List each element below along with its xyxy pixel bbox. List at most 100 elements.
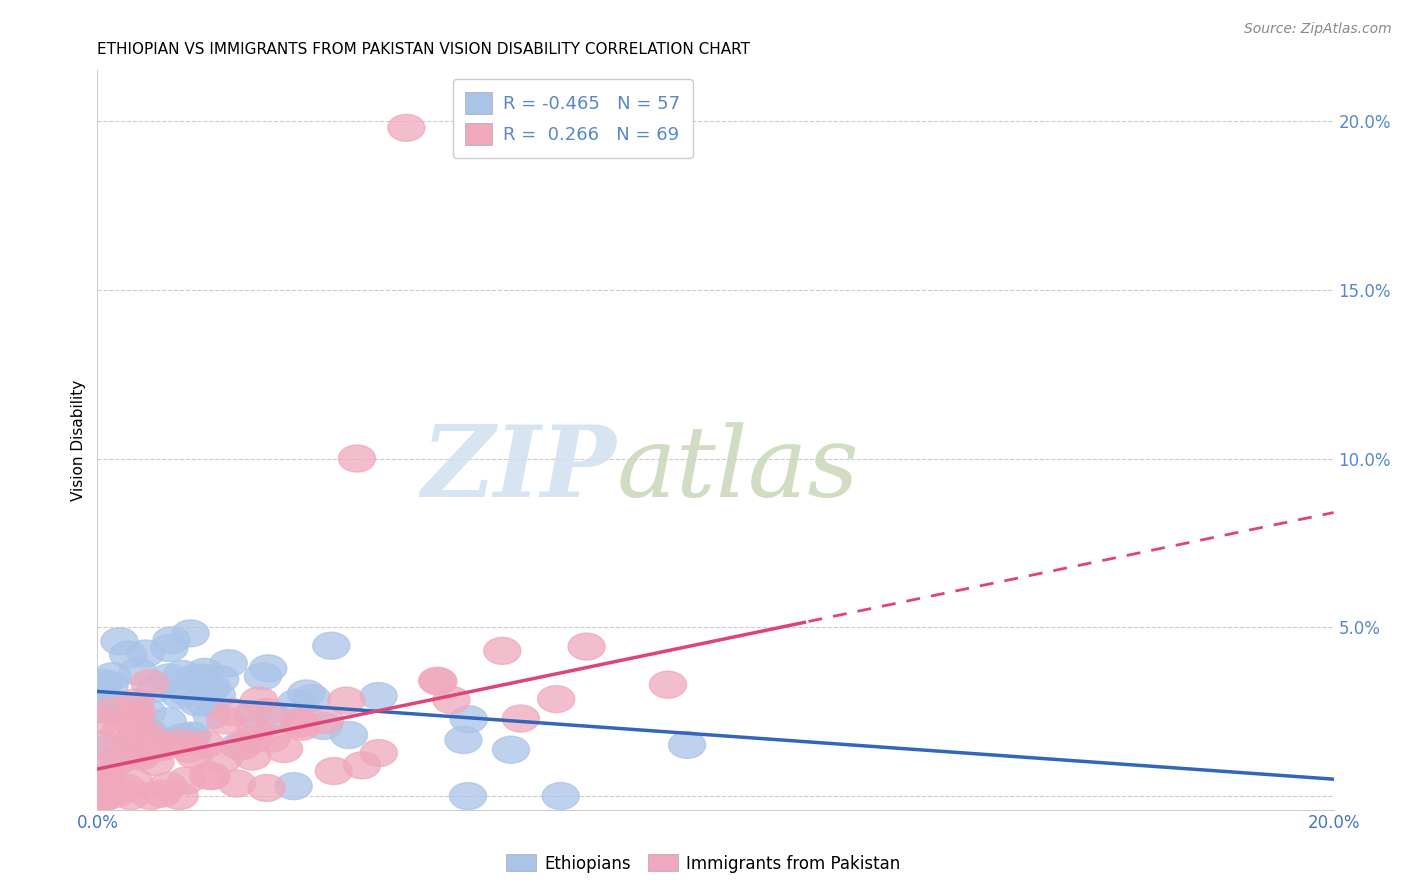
Ellipse shape: [315, 757, 353, 785]
Ellipse shape: [149, 708, 186, 735]
Ellipse shape: [236, 717, 273, 745]
Ellipse shape: [450, 706, 488, 732]
Ellipse shape: [247, 774, 285, 801]
Ellipse shape: [330, 722, 367, 748]
Ellipse shape: [240, 687, 277, 714]
Text: ETHIOPIAN VS IMMIGRANTS FROM PAKISTAN VISION DISABILITY CORRELATION CHART: ETHIOPIAN VS IMMIGRANTS FROM PAKISTAN VI…: [97, 42, 751, 57]
Ellipse shape: [108, 774, 145, 801]
Ellipse shape: [307, 706, 344, 733]
Ellipse shape: [245, 663, 281, 690]
Ellipse shape: [84, 731, 122, 757]
Ellipse shape: [93, 698, 129, 724]
Ellipse shape: [153, 627, 190, 654]
Ellipse shape: [207, 707, 243, 734]
Ellipse shape: [484, 638, 520, 665]
Ellipse shape: [253, 725, 290, 752]
Ellipse shape: [120, 658, 156, 685]
Ellipse shape: [165, 723, 202, 751]
Ellipse shape: [198, 681, 235, 708]
Ellipse shape: [160, 782, 198, 810]
Ellipse shape: [170, 735, 208, 763]
Ellipse shape: [492, 736, 530, 764]
Ellipse shape: [84, 782, 122, 810]
Ellipse shape: [235, 701, 271, 728]
Ellipse shape: [162, 725, 198, 752]
Ellipse shape: [127, 720, 165, 747]
Ellipse shape: [132, 782, 169, 810]
Ellipse shape: [117, 689, 155, 716]
Ellipse shape: [84, 770, 122, 797]
Ellipse shape: [174, 722, 211, 749]
Ellipse shape: [233, 726, 271, 754]
Ellipse shape: [167, 679, 205, 706]
Ellipse shape: [450, 782, 486, 810]
Ellipse shape: [233, 743, 271, 770]
Ellipse shape: [91, 672, 128, 698]
Ellipse shape: [328, 687, 366, 714]
Ellipse shape: [117, 717, 155, 744]
Legend: Ethiopians, Immigrants from Pakistan: Ethiopians, Immigrants from Pakistan: [499, 847, 907, 880]
Ellipse shape: [543, 782, 579, 810]
Ellipse shape: [90, 735, 128, 762]
Ellipse shape: [193, 702, 231, 729]
Ellipse shape: [89, 782, 127, 810]
Ellipse shape: [179, 689, 217, 716]
Ellipse shape: [94, 663, 131, 690]
Ellipse shape: [221, 732, 257, 760]
Ellipse shape: [163, 660, 201, 688]
Ellipse shape: [176, 665, 214, 691]
Ellipse shape: [87, 764, 124, 791]
Text: Source: ZipAtlas.com: Source: ZipAtlas.com: [1244, 22, 1392, 37]
Ellipse shape: [110, 641, 146, 668]
Ellipse shape: [537, 686, 575, 713]
Ellipse shape: [146, 730, 183, 756]
Ellipse shape: [136, 675, 174, 702]
Ellipse shape: [218, 770, 256, 797]
Ellipse shape: [127, 640, 165, 667]
Ellipse shape: [172, 620, 209, 647]
Ellipse shape: [167, 767, 205, 794]
Ellipse shape: [249, 698, 285, 725]
Ellipse shape: [162, 729, 200, 756]
Ellipse shape: [280, 708, 318, 735]
Ellipse shape: [339, 445, 375, 472]
Ellipse shape: [84, 669, 122, 696]
Text: atlas: atlas: [617, 422, 859, 517]
Ellipse shape: [115, 768, 153, 796]
Ellipse shape: [131, 720, 169, 747]
Ellipse shape: [266, 736, 302, 763]
Ellipse shape: [433, 687, 470, 714]
Ellipse shape: [117, 730, 155, 757]
Ellipse shape: [201, 665, 239, 692]
Ellipse shape: [186, 658, 224, 685]
Ellipse shape: [277, 690, 315, 716]
Ellipse shape: [143, 780, 181, 807]
Ellipse shape: [183, 664, 221, 691]
Ellipse shape: [129, 698, 166, 725]
Ellipse shape: [444, 726, 482, 754]
Ellipse shape: [194, 674, 231, 701]
Ellipse shape: [89, 782, 125, 810]
Ellipse shape: [186, 689, 224, 716]
Ellipse shape: [101, 718, 138, 746]
Ellipse shape: [205, 746, 242, 772]
Ellipse shape: [419, 667, 456, 694]
Ellipse shape: [115, 724, 153, 751]
Legend: R = -0.465   N = 57, R =  0.266   N = 69: R = -0.465 N = 57, R = 0.266 N = 69: [453, 79, 693, 158]
Ellipse shape: [360, 739, 398, 766]
Ellipse shape: [90, 688, 127, 714]
Ellipse shape: [224, 732, 262, 759]
Ellipse shape: [101, 628, 138, 655]
Ellipse shape: [162, 681, 198, 708]
Ellipse shape: [388, 114, 425, 141]
Y-axis label: Vision Disability: Vision Disability: [72, 379, 86, 500]
Ellipse shape: [112, 782, 149, 810]
Text: ZIP: ZIP: [422, 421, 617, 517]
Ellipse shape: [254, 704, 291, 731]
Ellipse shape: [190, 763, 226, 789]
Ellipse shape: [100, 747, 138, 773]
Ellipse shape: [283, 710, 319, 738]
Ellipse shape: [187, 731, 224, 757]
Ellipse shape: [312, 632, 350, 659]
Ellipse shape: [131, 670, 169, 697]
